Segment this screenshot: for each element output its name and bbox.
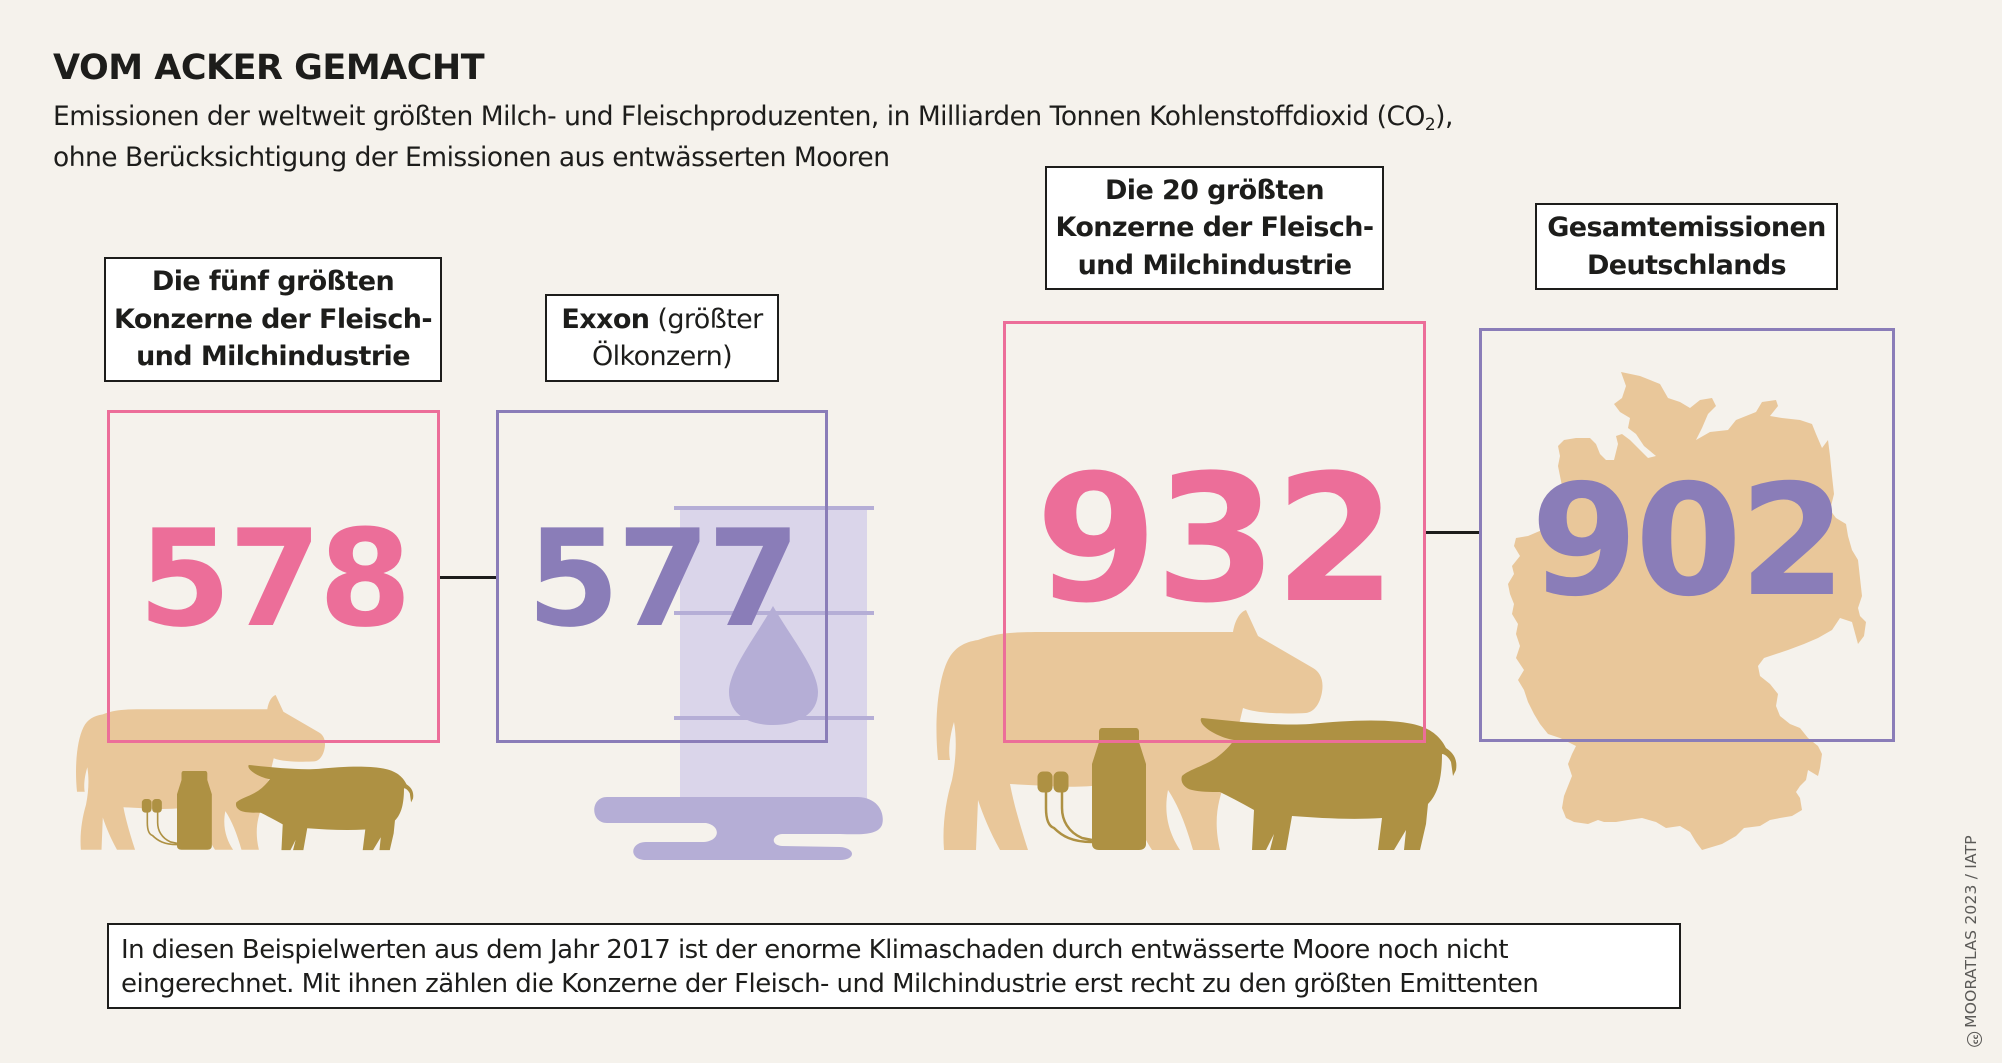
oil-puddle-illustration <box>594 797 883 860</box>
co2-subscript: 2 <box>1424 115 1436 135</box>
label-line: Ölkonzern) <box>591 341 733 372</box>
value-top5: 578 <box>138 501 412 657</box>
infographic-title: VOM ACKER GEMACHT <box>53 48 485 88</box>
label-line: Konzerne der Fleisch- <box>113 303 433 335</box>
subtitle-line-2: ohne Berücksichtigung der Emissionen aus… <box>53 142 890 173</box>
connector-line <box>1426 531 1481 534</box>
exxon-descriptor: (größter <box>649 303 763 335</box>
oil-drop-icon <box>729 606 818 725</box>
credit-text: MOORATLAS 2023 / IATP <box>1962 835 1980 1028</box>
label-top20-companies: Die 20 größten Konzerne der Fleisch- und… <box>1045 166 1384 290</box>
label-exxon: Exxon (größter Ölkonzern) <box>545 294 779 382</box>
label-line: Gesamtemissionen <box>1547 212 1826 243</box>
footnote-box: In diesen Beispielwerten aus dem Jahr 20… <box>107 923 1681 1009</box>
frame-germany <box>1479 328 1895 742</box>
label-line: und Milchindustrie <box>1077 249 1352 281</box>
frame-top5 <box>107 410 440 743</box>
creative-commons-icon: cc <box>1967 1031 1982 1047</box>
value-top20: 932 <box>1035 437 1396 642</box>
oil-barrel-illustration <box>594 506 883 860</box>
copyright-credit: cc MOORATLAS 2023 / IATP <box>1962 835 1982 1047</box>
label-top5-companies: Die fünf größten Konzerne der Fleisch- u… <box>104 257 442 382</box>
label-line: Deutschlands <box>1586 249 1787 281</box>
value-exxon: 577 <box>526 501 801 657</box>
value-germany: 902 <box>1530 452 1846 631</box>
footnote-line: In diesen Beispielwerten aus dem Jahr 20… <box>121 935 1509 965</box>
frame-exxon <box>496 410 828 743</box>
germany-map-illustration <box>1508 372 1866 850</box>
footnote-line: eingerechnet. Mit ihnen zählen die Konze… <box>121 969 1539 999</box>
label-line: Die fünf größten <box>151 266 395 298</box>
frame-top20 <box>1003 321 1426 743</box>
label-line: Konzerne der Fleisch- <box>1055 212 1374 244</box>
connector-line <box>440 576 497 579</box>
subtitle-line-1: Emissionen der weltweit größten Milch- u… <box>53 96 1453 137</box>
label-line: und Milchindustrie <box>136 341 410 373</box>
label-germany-total: Gesamtemissionen Deutschlands <box>1535 203 1838 290</box>
exxon-name: Exxon <box>561 303 650 335</box>
label-line: Exxon (größter <box>561 301 763 339</box>
label-line: Die 20 größten <box>1104 174 1325 206</box>
subtitle-text-end: ), <box>1435 101 1453 132</box>
infographic-subtitle: Emissionen der weltweit größten Milch- u… <box>53 96 1453 178</box>
subtitle-text: Emissionen der weltweit größten Milch- u… <box>53 101 1425 132</box>
